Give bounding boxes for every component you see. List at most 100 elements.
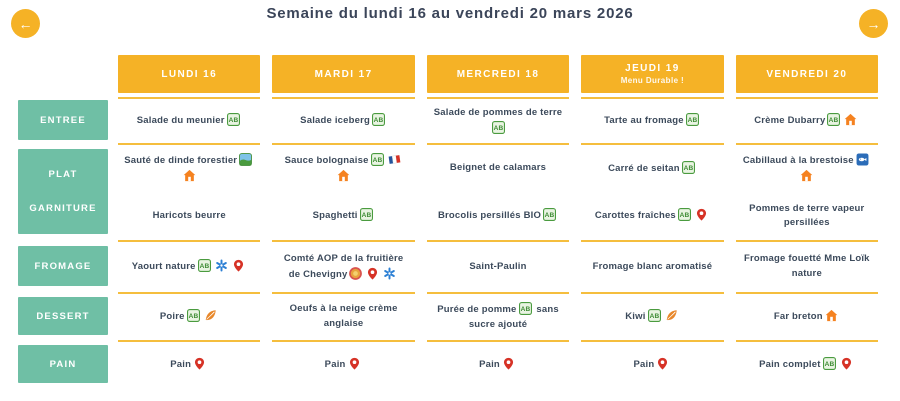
- menu-cell-lundi-16-garniture: Haricots beurre: [118, 193, 260, 241]
- menu-section-mercredi-18-dessert: Purée de pomme AB sans sucre ajouté: [426, 292, 570, 340]
- menu-section-jeudi-19-plat: Carré de seitan AB Carottes fraîches AB: [581, 143, 724, 240]
- dish-label: Carottes fraîches: [594, 210, 676, 222]
- menu-section-mardi-17-fromage: Comté AOP de la fruitière de Chevigny: [272, 240, 415, 292]
- dish-label: Brocolis persillés BIO: [437, 210, 542, 222]
- menu-cell-content-entree: Salade du meunier AB: [131, 111, 248, 131]
- menu-cell-content-garniture: Brocolis persillés BIO AB: [432, 206, 564, 226]
- produit-local-icon: [232, 259, 245, 272]
- dish-label: Poire: [159, 311, 185, 323]
- day-header-jeudi-19: JEUDI 19 Menu Durable !: [581, 55, 724, 93]
- page-title: Semaine du lundi 16 au vendredi 20 mars …: [266, 5, 634, 22]
- dish-label: Kiwi: [625, 311, 646, 323]
- day-column-lundi-16: LUNDI 16 Salade du meunier AB Sauté de dind…: [118, 55, 261, 388]
- dish-label: Tarte au fromage: [604, 115, 684, 127]
- svg-text:AB: AB: [687, 117, 697, 124]
- menu-cell-mardi-17-fromage: Comté AOP de la fruitière de Chevigny: [272, 242, 414, 292]
- menu-cell-content-dessert: Oeufs à la neige crème anglaise: [272, 300, 414, 333]
- row-header-plat-garniture: PLAT GARNITURE: [18, 149, 108, 234]
- next-week-button[interactable]: →: [859, 9, 888, 38]
- row-header-pain: PAIN: [18, 345, 108, 383]
- day-header-label: JEUDI 19: [625, 63, 680, 74]
- menu-cell-content-fromage: Saint-Paulin: [463, 258, 532, 277]
- dish-label: Sauce bolognaise: [284, 155, 369, 167]
- menu-cell-vendredi-20-plat: Cabillaud à la brestoise: [736, 145, 878, 193]
- svg-text:AB: AB: [680, 212, 690, 219]
- dish-label: Carré de seitan: [608, 162, 680, 174]
- menu-cell-content-pain: Pain: [164, 355, 214, 375]
- menu-cell-content-garniture: Pommes de terre vapeur persillées: [736, 200, 878, 233]
- dish-label: Comté AOP de la fruitière de Chevigny: [283, 252, 404, 280]
- day-header-label: MARDI 17: [314, 68, 373, 80]
- menu-cell-content-dessert: Far breton: [768, 307, 846, 327]
- menu-cell-content-garniture: Carottes fraîches AB: [589, 206, 716, 226]
- day-columns: LUNDI 16 Salade du meunier AB Sauté de dind…: [118, 55, 879, 388]
- dish-label: Pommes de terre vapeur persillées: [749, 202, 865, 229]
- aop-icon: [349, 266, 363, 280]
- certification-environnementale-icon: [239, 153, 253, 166]
- menu-cell-content-fromage: Yaourt nature AB: [126, 257, 253, 277]
- menu-cell-lundi-16-entree: Salade du meunier AB: [118, 99, 260, 143]
- menu-cell-mardi-17-entree: Salade iceberg AB: [272, 99, 414, 143]
- agriculture-biologique-icon: AB: [647, 309, 661, 323]
- fait-maison-icon: [844, 113, 857, 126]
- agriculture-biologique-icon: AB: [370, 153, 384, 167]
- arrow-left-icon: ←: [18, 15, 33, 32]
- agriculture-biologique-icon: AB: [822, 357, 836, 371]
- agriculture-biologique-icon: AB: [197, 259, 211, 273]
- svg-text:AB: AB: [374, 117, 384, 124]
- agriculture-biologique-icon: AB: [226, 113, 240, 127]
- menu-cell-content-dessert: Purée de pomme AB sans sucre ajouté: [427, 300, 569, 334]
- svg-text:AB: AB: [545, 212, 555, 219]
- menu-cell-vendredi-20-entree: Crème Dubarry AB: [736, 99, 878, 143]
- produit-local-icon: [193, 357, 206, 370]
- row-header-column: ENTREE PLAT GARNITURE FROMAGE DESSERT PA…: [18, 55, 108, 388]
- agriculture-biologique-icon: AB: [681, 160, 695, 174]
- row-header-fromage-label: FROMAGE: [34, 260, 92, 272]
- svg-text:AB: AB: [188, 313, 198, 320]
- dish-label: Pain complet: [759, 359, 821, 371]
- agriculture-biologique-icon: AB: [677, 208, 691, 222]
- menu-cell-mercredi-18-plat: Beignet de calamars: [427, 145, 569, 193]
- menu-cell-content-garniture: Spaghetti AB: [307, 206, 381, 226]
- menu-cell-mardi-17-plat: Sauce bolognaise AB: [272, 145, 414, 193]
- menu-section-lundi-16-dessert: Poire AB: [118, 292, 261, 340]
- menu-cell-content-plat: Beignet de calamars: [444, 159, 552, 178]
- row-header-plat-label: PLAT: [48, 168, 78, 180]
- day-column-jeudi-19: JEUDI 19 Menu Durable ! Tarte au fromage AB…: [581, 55, 724, 388]
- agriculture-biologique-icon: AB: [359, 208, 373, 222]
- row-header-dessert: DESSERT: [18, 297, 108, 335]
- menu-cell-content-pain: Pain: [319, 355, 369, 375]
- svg-text:AB: AB: [372, 157, 382, 164]
- dish-label: Fromage fouetté Mme Loïk nature: [743, 253, 870, 279]
- agriculture-biologique-icon: AB: [491, 120, 505, 134]
- menu-cell-mercredi-18-fromage: Saint-Paulin: [427, 242, 569, 292]
- menu-cell-content-pain: Pain complet AB: [753, 355, 861, 375]
- produit-local-icon: [656, 357, 669, 370]
- dish-label: Salade iceberg: [300, 115, 371, 127]
- menu-cell-lundi-16-dessert: Poire AB: [118, 294, 260, 340]
- menu-cell-mercredi-18-garniture: Brocolis persillés BIO AB: [427, 193, 569, 241]
- menu-cell-jeudi-19-fromage: Fromage blanc aromatisé: [581, 242, 723, 292]
- menu-cell-content-entree: Salade de pommes de terre AB: [427, 104, 569, 138]
- dish-label: Oeufs à la neige crème anglaise: [289, 303, 398, 329]
- produit-local-icon: [502, 357, 515, 370]
- menu-cell-content-fromage: Fromage fouetté Mme Loïk nature: [736, 250, 878, 283]
- produit-local-icon: [366, 267, 379, 280]
- menu-section-lundi-16-entree: Salade du meunier AB: [118, 97, 261, 143]
- dish-label: Salade de pommes de terre: [433, 106, 563, 118]
- menu-section-jeudi-19-fromage: Fromage blanc aromatisé: [581, 240, 724, 292]
- svg-text:AB: AB: [824, 361, 834, 368]
- previous-week-button[interactable]: ←: [11, 9, 40, 38]
- dish-label: Fromage blanc aromatisé: [592, 260, 713, 272]
- menu-section-vendredi-20-dessert: Far breton: [735, 292, 879, 340]
- menu-cell-content-fromage: Fromage blanc aromatisé: [587, 258, 719, 277]
- menu-cell-mardi-17-dessert: Oeufs à la neige crème anglaise: [272, 294, 414, 340]
- menu-cell-mardi-17-garniture: Spaghetti AB: [272, 193, 414, 241]
- day-header-lundi-16: LUNDI 16: [118, 55, 261, 93]
- dish-label: Haricots beurre: [152, 209, 226, 221]
- menu-cell-jeudi-19-entree: Tarte au fromage AB: [581, 99, 723, 143]
- dish-label: Pain: [479, 359, 500, 371]
- dish-label: Saint-Paulin: [469, 260, 527, 272]
- dish-label: Cabillaud à la brestoise: [742, 155, 854, 167]
- menu-cell-lundi-16-fromage: Yaourt nature AB: [118, 242, 260, 292]
